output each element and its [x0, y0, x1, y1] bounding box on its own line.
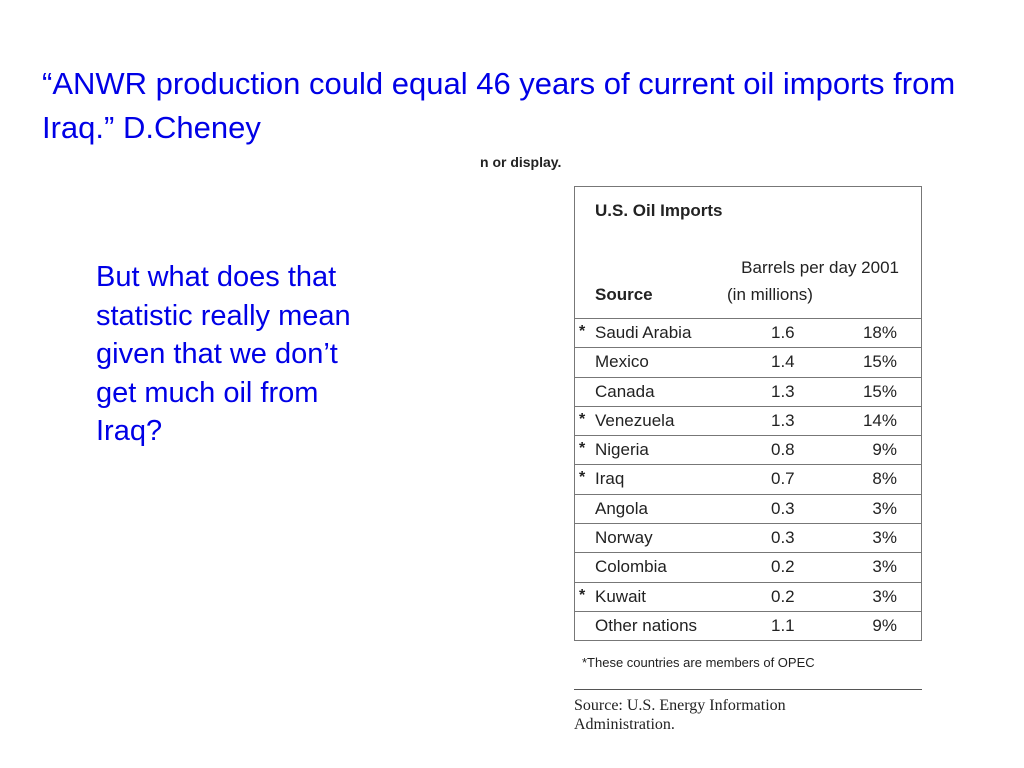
percent-cell: 3%	[872, 557, 897, 577]
opec-marker: *	[579, 469, 586, 487]
opec-footnote: *These countries are members of OPEC	[582, 655, 815, 671]
percent-cell: 9%	[872, 615, 897, 635]
table-row: * Nigeria 0.8 9%	[575, 436, 921, 466]
percent-cell: 9%	[872, 440, 897, 460]
country-cell: Venezuela	[595, 410, 675, 430]
table-row: Other nations 1.1 9%	[575, 612, 921, 640]
country-cell: Angola	[595, 498, 648, 518]
barrels-cell: 0.3	[771, 528, 795, 548]
barrels-cell: 0.7	[771, 469, 795, 489]
barrels-cell: 1.4	[771, 352, 795, 372]
source-note: Source: U.S. Energy Information Administ…	[574, 696, 922, 734]
barrels-cell: 0.2	[771, 557, 795, 577]
barrels-cell: 1.1	[771, 615, 795, 635]
source-column-header: Source	[595, 285, 653, 304]
table-row: * Iraq 0.7 8%	[575, 465, 921, 495]
table-body: * Saudi Arabia 1.6 18% Mexico 1.4 15% Ca…	[575, 319, 921, 640]
country-cell: Saudi Arabia	[595, 323, 692, 342]
percent-cell: 15%	[862, 352, 897, 372]
percent-cell: 3%	[872, 586, 897, 606]
opec-marker: *	[579, 440, 586, 458]
slide-title: “ANWR production could equal 46 years of…	[42, 66, 956, 145]
country-cell: Canada	[595, 381, 655, 401]
table-row: Colombia 0.2 3%	[575, 553, 921, 583]
country-cell: Kuwait	[595, 586, 647, 606]
source-line-1: Source: U.S. Energy Information	[574, 697, 786, 715]
millions-column-header: (in millions)	[727, 285, 813, 304]
barrels-column-header: Barrels per day 2001	[741, 258, 899, 277]
percent-cell: 14%	[862, 410, 897, 430]
opec-marker: *	[579, 410, 586, 428]
cropped-caption-text: n or display.	[480, 154, 562, 170]
country-cell: Colombia	[595, 557, 667, 577]
barrels-cell: 1.3	[771, 410, 795, 430]
country-cell: Norway	[595, 528, 653, 548]
percent-cell: 8%	[872, 469, 897, 489]
source-divider	[574, 689, 922, 691]
barrels-cell: 0.2	[771, 586, 795, 606]
oil-imports-table: U.S. Oil Imports Barrels per day 2001 So…	[574, 186, 922, 642]
percent-cell: 15%	[862, 381, 897, 401]
opec-marker: *	[579, 323, 586, 340]
country-cell: Iraq	[595, 469, 625, 489]
barrels-cell: 1.3	[771, 381, 795, 401]
table-row: Angola 0.3 3%	[575, 495, 921, 525]
side-question: But what does that statistic really mean…	[96, 261, 351, 447]
barrels-cell: 0.3	[771, 498, 795, 518]
percent-cell: 3%	[872, 528, 897, 548]
barrels-cell: 1.6	[771, 323, 795, 342]
table-row: * Kuwait 0.2 3%	[575, 583, 921, 612]
table-row: Mexico 1.4 15%	[575, 348, 921, 378]
barrels-cell: 0.8	[771, 440, 795, 460]
table-row: * Saudi Arabia 1.6 18%	[575, 319, 921, 349]
country-cell: Nigeria	[595, 440, 649, 460]
oil-imports-figure: U.S. Oil Imports Barrels per day 2001 So…	[574, 186, 922, 734]
opec-marker: *	[579, 586, 586, 604]
country-cell: Mexico	[595, 352, 649, 372]
table-title: U.S. Oil Imports	[595, 201, 723, 220]
percent-cell: 3%	[872, 498, 897, 518]
country-cell: Other nations	[595, 615, 698, 635]
source-line-2: Administration.	[574, 716, 675, 734]
table-row: Canada 1.3 15%	[575, 378, 921, 407]
table-row: * Venezuela 1.3 14%	[575, 407, 921, 437]
percent-cell: 18%	[862, 323, 897, 342]
table-row: Norway 0.3 3%	[575, 524, 921, 554]
table-header: U.S. Oil Imports Barrels per day 2001 So…	[575, 187, 921, 319]
